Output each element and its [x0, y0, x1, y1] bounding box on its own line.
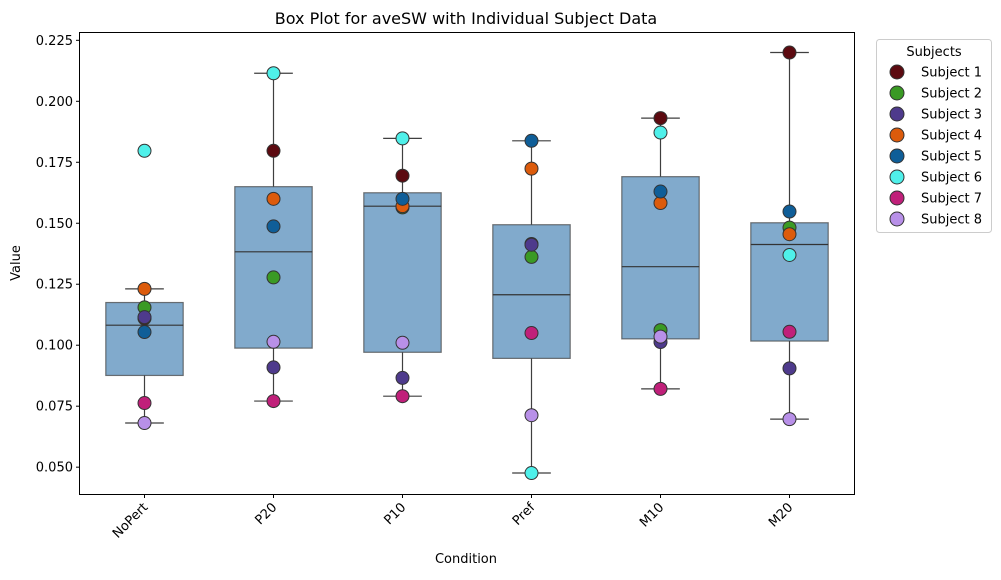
y-tick-label: 0.075 [36, 400, 73, 415]
legend-marker [889, 127, 905, 143]
subject-point [395, 370, 410, 385]
legend: Subjects Subject 1 Subject 2 Subject 3 Subj… [876, 39, 992, 233]
legend-entry-subject-6: Subject 6 [889, 169, 982, 186]
box-M20 [750, 51, 829, 420]
legend-label: Subject 6 [921, 171, 982, 186]
legend-marker [889, 64, 905, 80]
subject-point [395, 389, 410, 404]
subject-point [653, 125, 668, 140]
legend-entry-subject-5: Subject 5 [889, 148, 982, 165]
subject-point [524, 161, 539, 176]
legend-entry-subject-7: Subject 7 [889, 190, 982, 207]
legend-marker [889, 85, 905, 101]
y-tick-label: 0.150 [36, 217, 73, 232]
subject-point [266, 360, 281, 375]
subject-point [524, 249, 539, 264]
subject-point [266, 143, 281, 158]
y-tick-label: 0.100 [36, 339, 73, 354]
subject-point [524, 237, 539, 252]
subject-point [782, 204, 797, 219]
subject-point [137, 325, 152, 340]
subject-point [782, 247, 797, 262]
legend-entry-subject-3: Subject 3 [889, 106, 982, 123]
subject-series-3 [137, 237, 797, 385]
legend-marker [889, 211, 905, 227]
subject-point [653, 111, 668, 126]
legend-label: Subject 4 [921, 129, 982, 144]
legend-entry-subject-2: Subject 2 [889, 85, 982, 102]
subject-point [137, 416, 152, 431]
subject-point [653, 184, 668, 199]
legend-label: Subject 3 [921, 108, 982, 123]
subject-series-6 [137, 66, 797, 481]
legend-title: Subjects [906, 45, 962, 60]
subject-point [653, 329, 668, 344]
subject-point [266, 191, 281, 206]
subject-point [266, 270, 281, 285]
subject-series-7 [137, 324, 797, 411]
subject-point [395, 168, 410, 183]
chart-title: Box Plot for aveSW with Individual Subje… [275, 9, 657, 28]
subject-point [266, 219, 281, 234]
y-tick-label: 0.225 [36, 34, 73, 49]
legend-marker [889, 106, 905, 122]
x-axis-label: Condition [435, 552, 497, 567]
subject-series-5 [137, 133, 797, 340]
subject-point [524, 466, 539, 481]
subject-point [395, 131, 410, 146]
y-axis-label: Value [9, 245, 24, 281]
legend-label: Subject 1 [921, 66, 982, 81]
subject-point [782, 45, 797, 60]
subject-point [782, 361, 797, 376]
subject-point [782, 412, 797, 427]
legend-frame [876, 39, 992, 233]
legend-label: Subject 2 [921, 87, 982, 102]
legend-label: Subject 7 [921, 192, 982, 207]
y-tick-label: 0.125 [36, 278, 73, 293]
y-tick-label: 0.175 [36, 156, 73, 171]
plot-area-frame [79, 32, 855, 495]
subject-point [782, 324, 797, 339]
box-iqr [750, 222, 829, 342]
subject-point [653, 381, 668, 396]
subject-point [782, 227, 797, 242]
subject-point [395, 335, 410, 350]
legend-marker [889, 169, 905, 185]
y-tick-label: 0.200 [36, 95, 73, 110]
subject-point [137, 143, 152, 158]
box-P10 [363, 137, 442, 397]
subject-point [137, 281, 152, 296]
legend-entry-subject-1: Subject 1 [889, 64, 982, 81]
legend-entry-subject-8: Subject 8 [889, 211, 982, 228]
legend-entry-subject-4: Subject 4 [889, 127, 982, 144]
subject-point [524, 408, 539, 423]
subject-point [137, 310, 152, 325]
subject-point [524, 133, 539, 148]
subject-point [266, 394, 281, 409]
legend-label: Subject 5 [921, 150, 982, 165]
legend-label: Subject 8 [921, 213, 982, 228]
box-P20 [234, 72, 313, 402]
legend-marker [889, 190, 905, 206]
subject-point [266, 334, 281, 349]
legend-marker [889, 148, 905, 164]
subject-point [266, 66, 281, 81]
box-iqr [363, 192, 442, 353]
subject-point [137, 396, 152, 411]
y-tick-label: 0.050 [36, 461, 73, 476]
subject-series-8 [137, 329, 797, 431]
subject-point [524, 326, 539, 341]
subject-point [395, 191, 410, 206]
box-iqr [234, 186, 313, 349]
